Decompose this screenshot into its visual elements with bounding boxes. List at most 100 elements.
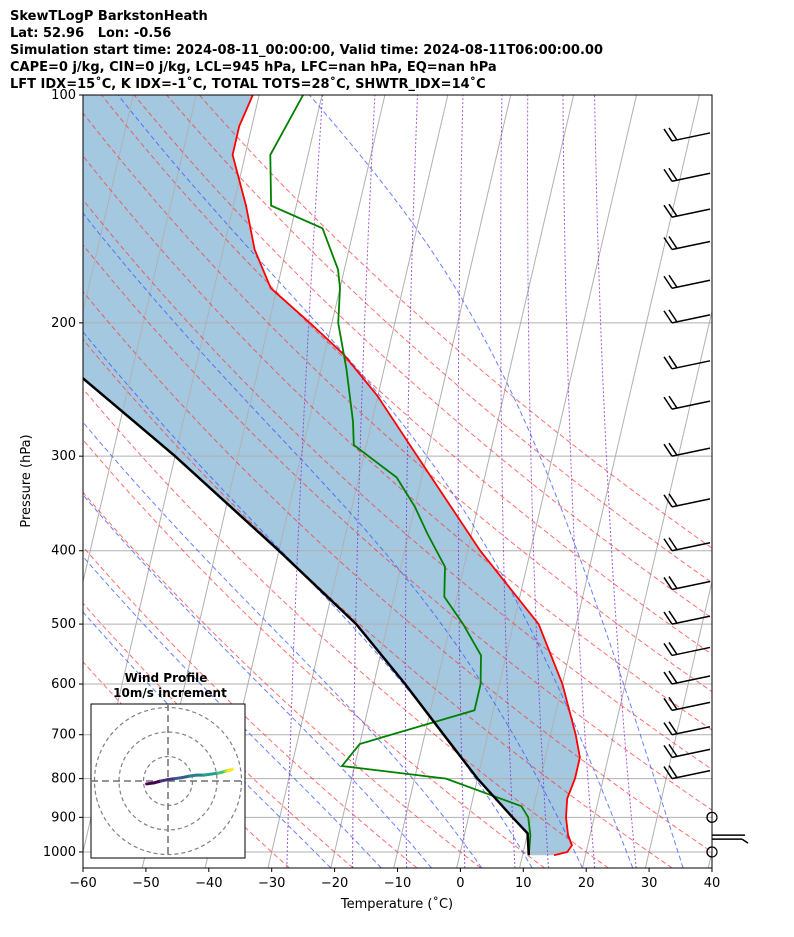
x-tick-label: −30 bbox=[258, 876, 285, 891]
barb-flag bbox=[663, 237, 673, 250]
inset-title: Wind Profile bbox=[125, 671, 208, 685]
inset-subtitle: 10m/s increment bbox=[113, 686, 227, 700]
barb-shaft bbox=[671, 748, 711, 759]
barb-flag bbox=[663, 494, 673, 508]
moist-adiabat bbox=[117, 95, 634, 868]
shaded-region bbox=[83, 95, 580, 856]
barb-flag bbox=[668, 127, 678, 141]
barb-shaft bbox=[671, 725, 711, 736]
barb-shaft bbox=[671, 701, 711, 712]
barb-shaft bbox=[671, 615, 711, 625]
mixing-ratio-lines bbox=[286, 95, 637, 868]
barb-shaft bbox=[671, 360, 711, 370]
barb-shaft bbox=[671, 447, 711, 457]
barb-flag bbox=[668, 355, 678, 369]
y-tick-label: 800 bbox=[51, 772, 76, 787]
dry-adiabat bbox=[83, 244, 712, 811]
dry-adiabat bbox=[83, 602, 354, 868]
x-tick-label: −10 bbox=[384, 876, 411, 891]
barb-shaft bbox=[671, 675, 711, 685]
isotherm-line bbox=[0, 95, 8, 868]
barb-shaft bbox=[671, 172, 711, 182]
barb-flag bbox=[668, 765, 678, 779]
barb-flag bbox=[663, 671, 673, 685]
mixing-ratio-line bbox=[500, 95, 516, 868]
barb-flag bbox=[663, 204, 673, 218]
barb-shaft bbox=[671, 498, 711, 508]
cin-cape-shading bbox=[83, 95, 580, 856]
wind-barb bbox=[663, 576, 711, 591]
wind-barb bbox=[663, 743, 711, 759]
station-coordinates: Lat: 52.96 Lon: -0.56 bbox=[10, 26, 172, 41]
dry-adiabat bbox=[83, 388, 609, 868]
y-tick-label: 500 bbox=[51, 617, 76, 632]
wind-barb bbox=[663, 167, 711, 182]
y-tick-label: 900 bbox=[51, 810, 76, 825]
mixing-ratio-line bbox=[562, 95, 596, 868]
barb-flag bbox=[663, 396, 673, 410]
barb-flag bbox=[668, 576, 678, 589]
temperature-line bbox=[231, 95, 581, 857]
x-tick-label: −60 bbox=[69, 876, 96, 891]
dry-adiabat bbox=[83, 338, 673, 868]
barb-flag bbox=[663, 128, 673, 142]
y-tick-label: 600 bbox=[51, 677, 76, 692]
dry-adiabat bbox=[83, 438, 545, 868]
hodograph-area bbox=[91, 704, 245, 858]
isotherm-line bbox=[83, 95, 197, 584]
mixing-ratio-line bbox=[457, 95, 466, 868]
barb-flag bbox=[741, 838, 749, 844]
x-tick-label: 0 bbox=[456, 876, 464, 891]
stability-indices: LFT IDX=15˚C, K IDX=-1˚C, TOTAL TOTS=28˚… bbox=[10, 77, 486, 92]
chart-header: SkewTLogP BarkstonHeath Lat: 52.96 Lon: … bbox=[10, 8, 603, 93]
barb-shaft bbox=[671, 314, 711, 324]
x-tick-label: 30 bbox=[641, 876, 658, 891]
isotherm-line bbox=[0, 95, 70, 868]
profile-series bbox=[83, 95, 581, 857]
barb-flag bbox=[668, 167, 678, 181]
barb-flag bbox=[668, 696, 678, 710]
dry-adiabat bbox=[198, 95, 712, 549]
y-axis-label: Pressure (hPa) bbox=[19, 434, 34, 527]
moist-adiabat bbox=[83, 611, 332, 868]
y-ticks: 1000 900 800 700 600 500 400 300 200 100 bbox=[43, 88, 83, 860]
y-tick-label: 300 bbox=[51, 449, 76, 464]
wind-barb bbox=[663, 765, 711, 780]
moist-adiabats bbox=[83, 95, 684, 868]
wind-barb bbox=[663, 127, 711, 142]
barb-flag bbox=[663, 643, 673, 656]
barb-shaft bbox=[671, 580, 711, 591]
isotherm-line bbox=[267, 95, 449, 868]
hodograph-segment bbox=[226, 767, 234, 773]
barb-shaft bbox=[671, 646, 711, 657]
barb-shaft bbox=[671, 208, 711, 218]
x-tick-label: −50 bbox=[132, 876, 159, 891]
moist-adiabat bbox=[83, 555, 382, 868]
barb-flag bbox=[663, 538, 673, 552]
wind-barb bbox=[663, 537, 711, 552]
isotherm-line bbox=[456, 95, 638, 868]
barb-flag bbox=[663, 310, 673, 324]
wind-barb bbox=[663, 610, 711, 625]
barb-flag bbox=[668, 743, 678, 757]
moist-adiabat bbox=[83, 421, 483, 868]
x-tick-label: 10 bbox=[515, 876, 532, 891]
wind-barbs bbox=[663, 127, 712, 858]
dewpoint-line bbox=[269, 95, 532, 856]
plot-area bbox=[0, 95, 712, 868]
barb-flag bbox=[663, 168, 673, 182]
barb-flag bbox=[663, 275, 673, 289]
isotherm-line bbox=[581, 309, 712, 868]
wind-barb bbox=[663, 493, 711, 508]
mixing-ratio-line bbox=[594, 95, 637, 868]
wind-barb bbox=[663, 721, 711, 736]
wind-barb bbox=[663, 355, 711, 370]
barb-flag bbox=[668, 610, 678, 624]
chart-title: SkewTLogP BarkstonHeath bbox=[10, 9, 208, 24]
moist-adiabat bbox=[83, 331, 533, 868]
wind-barb bbox=[663, 395, 711, 410]
x-axis-label: Temperature (˚C) bbox=[340, 896, 453, 912]
barb-flag bbox=[668, 274, 678, 288]
barb-flag bbox=[668, 721, 678, 735]
